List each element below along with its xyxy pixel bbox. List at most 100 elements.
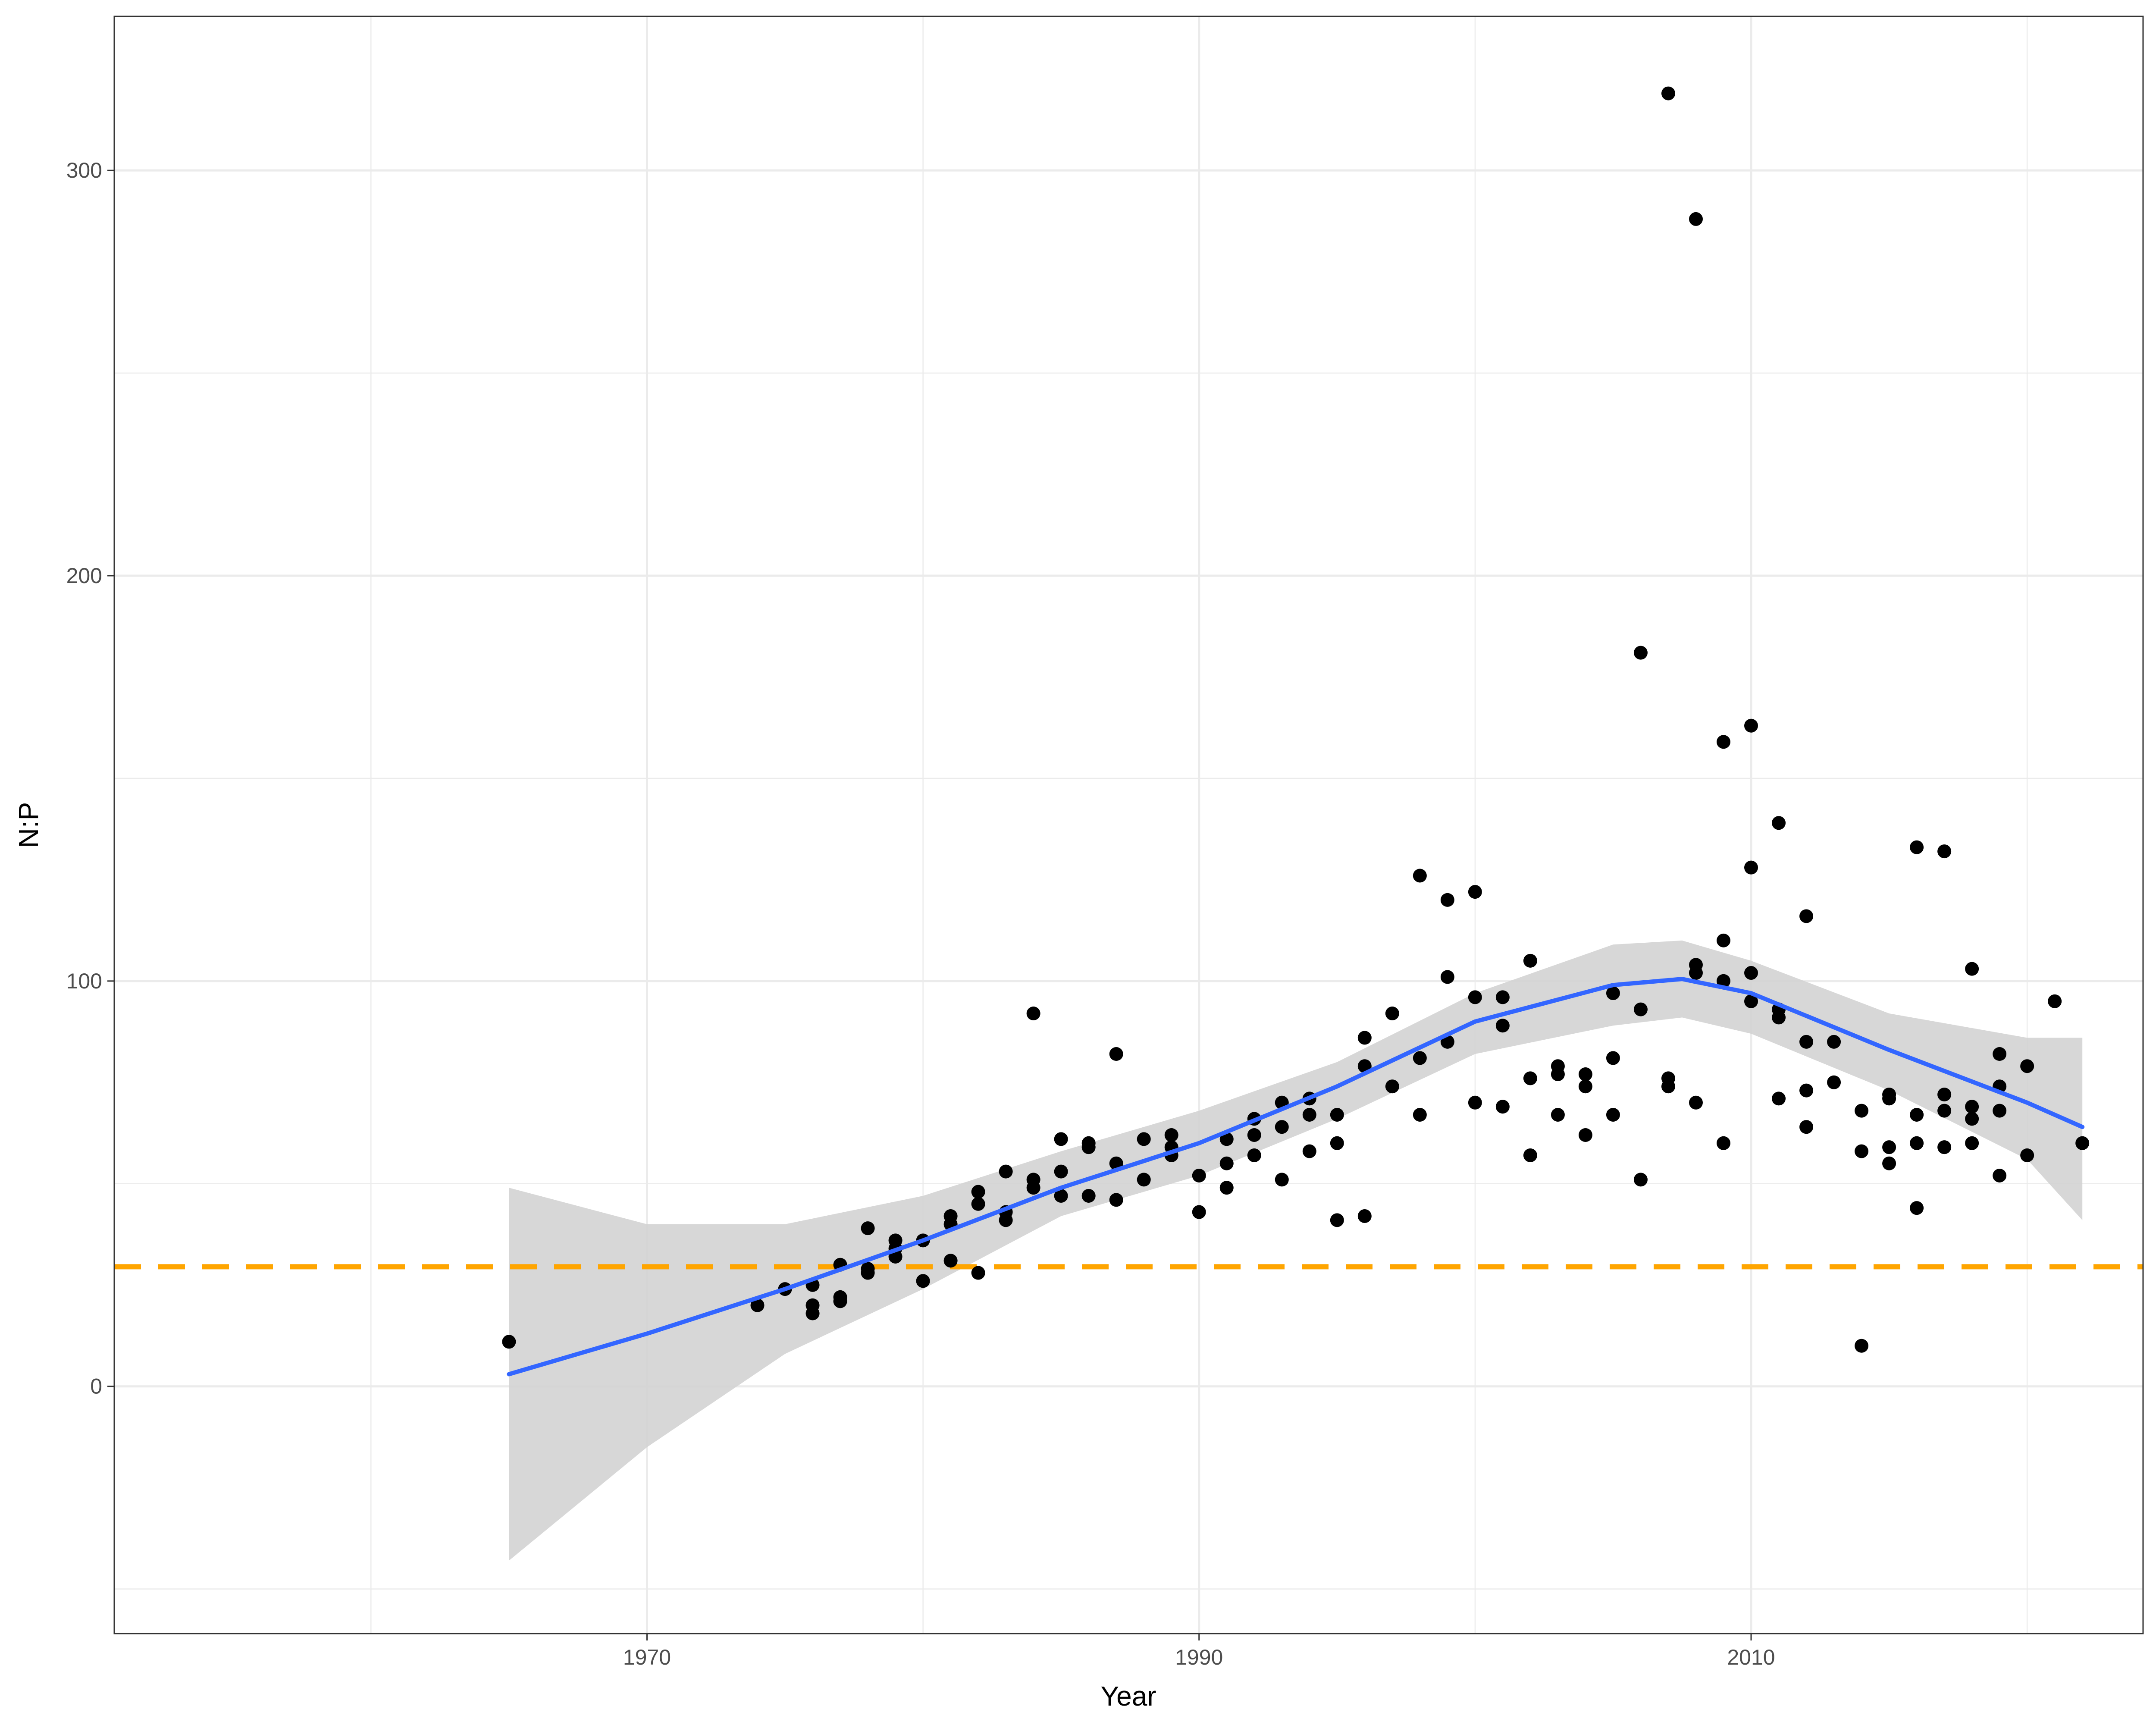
data-point xyxy=(1855,1144,1869,1158)
data-point xyxy=(1606,986,1620,1000)
data-point xyxy=(1716,933,1730,947)
data-point xyxy=(1937,844,1952,859)
data-point xyxy=(1137,1173,1151,1187)
data-point xyxy=(1855,1104,1869,1118)
data-point xyxy=(1633,1002,1648,1016)
y-axis: 0 100 200 300 xyxy=(66,158,114,1399)
data-point xyxy=(916,1274,930,1288)
data-point xyxy=(1965,1100,1979,1114)
data-point xyxy=(1551,1107,1565,1122)
data-point xyxy=(1993,1047,2007,1061)
data-point xyxy=(1910,1201,1924,1215)
x-tick-label: 1990 xyxy=(1175,1645,1223,1669)
data-point xyxy=(1661,86,1675,100)
data-point xyxy=(1716,974,1730,988)
data-point xyxy=(1882,1140,1896,1154)
confidence-band xyxy=(509,940,2083,1561)
data-point xyxy=(750,1298,765,1312)
data-point xyxy=(1275,1120,1289,1134)
data-point xyxy=(1413,1051,1427,1065)
data-point xyxy=(1219,1181,1234,1195)
data-point xyxy=(1689,966,1703,980)
data-point xyxy=(1385,1007,1399,1021)
data-point xyxy=(1965,1112,1979,1126)
data-point xyxy=(1937,1088,1952,1101)
data-point xyxy=(2020,1148,2034,1162)
data-point xyxy=(1551,1067,1565,1082)
y-axis-title: N:P xyxy=(13,802,44,848)
data-point xyxy=(1302,1107,1316,1122)
data-point xyxy=(1910,1107,1924,1122)
data-point xyxy=(1633,646,1648,660)
data-point xyxy=(1910,1136,1924,1150)
data-point xyxy=(1855,1339,1869,1353)
data-point xyxy=(1523,953,1537,968)
data-point xyxy=(1440,970,1454,984)
data-point xyxy=(1054,1164,1068,1179)
data-point xyxy=(1109,1193,1123,1207)
data-point xyxy=(2075,1136,2090,1150)
data-point xyxy=(1937,1140,1952,1154)
trend-line xyxy=(507,977,2085,1377)
data-point xyxy=(1744,718,1758,733)
data-point xyxy=(1578,1128,1592,1142)
data-point xyxy=(1219,1132,1234,1146)
data-point xyxy=(1606,1051,1620,1065)
data-point xyxy=(1054,1189,1068,1203)
smooth-line xyxy=(507,977,2085,1377)
data-point xyxy=(971,1185,985,1199)
data-point xyxy=(1385,1079,1399,1094)
data-point xyxy=(833,1290,847,1304)
data-point xyxy=(1827,1075,1841,1089)
data-point xyxy=(1661,1079,1675,1094)
data-point xyxy=(1744,966,1758,980)
data-point xyxy=(1440,893,1454,907)
data-point xyxy=(2048,994,2062,1008)
data-point xyxy=(971,1197,985,1211)
x-axis-title: Year xyxy=(1100,1681,1156,1712)
data-point xyxy=(1716,1136,1730,1150)
data-point xyxy=(502,1335,516,1349)
data-point xyxy=(1468,990,1482,1004)
data-point xyxy=(1523,1071,1537,1085)
data-point xyxy=(1606,1107,1620,1122)
data-point xyxy=(1799,909,1814,923)
data-point xyxy=(1137,1132,1151,1146)
data-point xyxy=(1247,1128,1261,1142)
data-point xyxy=(861,1262,875,1276)
data-point xyxy=(1910,840,1924,854)
data-point xyxy=(2020,1059,2034,1073)
data-point xyxy=(1772,816,1786,830)
data-point xyxy=(1689,212,1703,226)
data-point xyxy=(1495,1100,1510,1114)
data-point xyxy=(1219,1156,1234,1170)
data-point xyxy=(1275,1173,1289,1187)
data-point xyxy=(1495,1019,1510,1033)
data-point xyxy=(1330,1107,1344,1122)
data-point xyxy=(1026,1007,1040,1021)
data-point xyxy=(1054,1132,1068,1146)
data-point xyxy=(943,1254,958,1268)
data-point xyxy=(1330,1136,1344,1150)
data-point xyxy=(805,1306,820,1320)
data-point xyxy=(1937,1104,1952,1118)
confidence-ribbon xyxy=(509,940,2083,1561)
data-point xyxy=(1799,1083,1814,1098)
data-point xyxy=(1164,1128,1178,1142)
data-point xyxy=(1716,735,1730,749)
data-point xyxy=(861,1221,875,1236)
data-point xyxy=(1578,1079,1592,1094)
data-point xyxy=(1882,1156,1896,1170)
data-point xyxy=(1109,1047,1123,1061)
data-point xyxy=(1192,1168,1206,1182)
data-point xyxy=(1357,1209,1372,1223)
y-tick-label: 100 xyxy=(66,969,102,993)
data-point xyxy=(1882,1088,1896,1101)
data-point xyxy=(1772,1091,1786,1106)
data-point xyxy=(1468,1095,1482,1110)
data-point xyxy=(1689,1095,1703,1110)
data-point xyxy=(1413,869,1427,883)
data-point xyxy=(999,1164,1013,1179)
x-axis: 1970 1990 2010 xyxy=(623,1634,1775,1669)
